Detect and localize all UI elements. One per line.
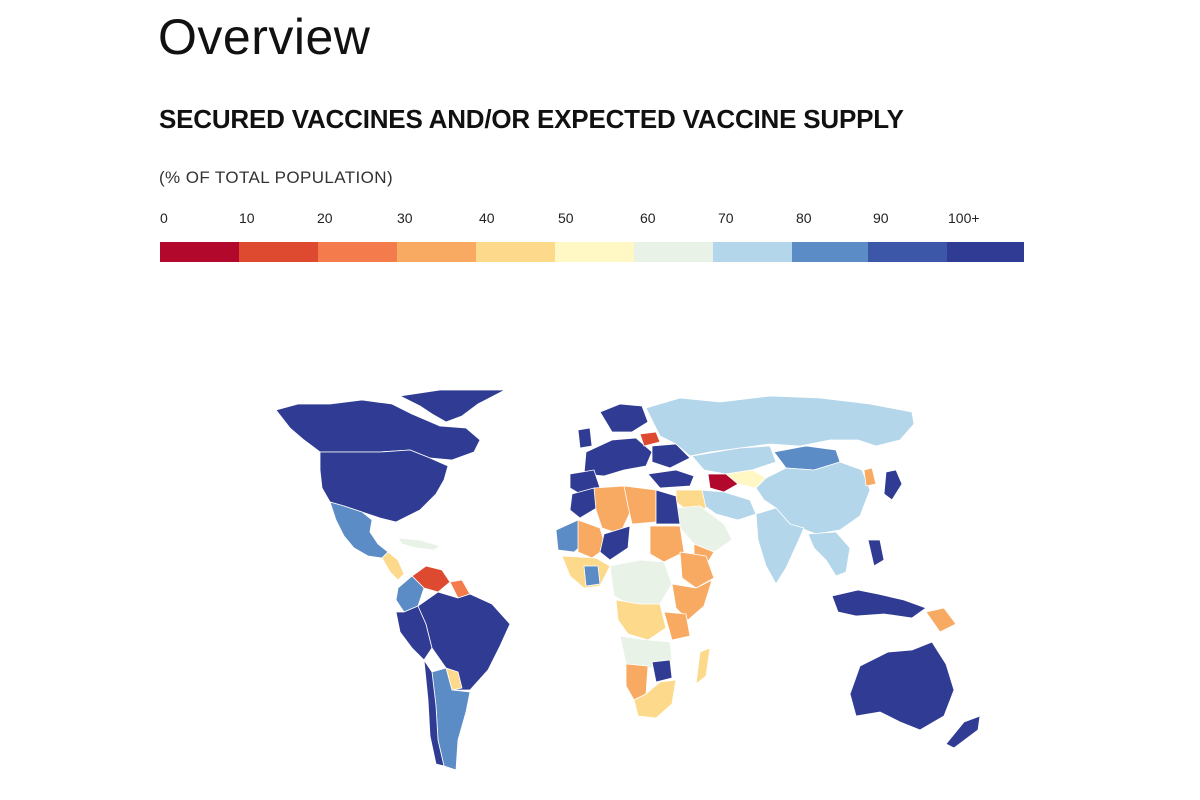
legend-tick-90: 90 [873,210,889,226]
legend-swatch-90 [868,242,947,262]
world-map-svg [275,389,981,771]
map-region-kazakhstan[interactable] [691,445,777,475]
legend-swatch-80 [792,242,868,262]
legend-swatch-20 [318,242,397,262]
map-region-madagascar[interactable] [695,647,711,685]
legend-swatch-30 [397,242,476,262]
map-region-ethiopia[interactable] [679,551,715,589]
map-region-philippines[interactable] [867,539,885,567]
map-region-zimbabwe[interactable] [651,659,673,683]
legend-tick-0: 0 [160,210,168,226]
legend-tick-60: 60 [640,210,656,226]
legend-tick-40: 40 [479,210,495,226]
legend-swatch-50 [555,242,634,262]
map-region-new-zealand[interactable] [945,715,981,749]
legend-tick-labels: 0 10 20 30 40 50 60 70 80 90 100+ [160,210,1024,230]
map-region-central-africa[interactable] [609,559,673,607]
map-region-eastern-europe[interactable] [651,443,691,469]
legend-tick-30: 30 [397,210,413,226]
legend-swatch-60 [634,242,713,262]
legend-color-scale [160,242,1024,262]
map-region-scandinavia[interactable] [599,403,649,433]
map-region-brazil[interactable] [417,591,511,691]
map-region-southeast-asia[interactable] [807,531,851,577]
legend-swatch-70 [713,242,792,262]
legend-tick-50: 50 [558,210,574,226]
page-title: Overview [158,9,371,65]
map-region-sudan[interactable] [649,525,685,563]
map-region-turkey[interactable] [647,469,695,489]
map-region-papua-new-guinea[interactable] [925,607,957,633]
legend-swatch-10 [239,242,318,262]
map-region-australia[interactable] [849,641,955,731]
legend-tick-10: 10 [239,210,255,226]
map-region-india[interactable] [755,507,805,585]
map-region-tanzania[interactable] [663,611,691,641]
map-region-usa[interactable] [319,449,449,523]
map-region-mali[interactable] [577,519,607,559]
map-region-kenya-somalia[interactable] [671,579,713,621]
legend-swatch-40 [476,242,555,262]
color-legend: 0 10 20 30 40 50 60 70 80 90 100+ [160,210,1024,262]
map-region-chile[interactable] [423,659,445,767]
map-region-indonesia[interactable] [831,589,927,619]
world-map[interactable] [0,370,1200,790]
map-region-greenland[interactable] [399,389,506,423]
map-region-caribbean[interactable] [397,537,441,551]
legend-tick-20: 20 [317,210,333,226]
map-region-turkmenistan[interactable] [707,473,739,493]
map-region-saudi-arabia[interactable] [675,505,733,553]
legend-swatch-100 [947,242,1024,262]
legend-tick-70: 70 [718,210,734,226]
map-region-egypt[interactable] [655,489,681,525]
map-region-belarus[interactable] [639,431,661,447]
map-region-south-africa[interactable] [633,679,677,719]
legend-subtitle: (% OF TOTAL POPULATION) [159,168,394,187]
map-region-central-america[interactable] [381,551,405,581]
map-region-japan[interactable] [883,469,903,501]
map-region-russia[interactable] [645,395,915,457]
legend-tick-80: 80 [796,210,812,226]
map-region-morocco[interactable] [569,487,601,519]
map-region-korea[interactable] [863,467,877,487]
section-heading: SECURED VACCINES AND/OR EXPECTED VACCINE… [159,104,904,134]
map-region-ghana-ivory-coast[interactable] [583,565,601,587]
map-region-uk[interactable] [577,427,593,449]
legend-tick-100: 100+ [948,210,980,226]
map-region-niger-chad[interactable] [599,525,631,561]
legend-swatch-0 [160,242,239,262]
map-region-drc[interactable] [615,599,667,641]
map-region-libya[interactable] [623,485,657,525]
